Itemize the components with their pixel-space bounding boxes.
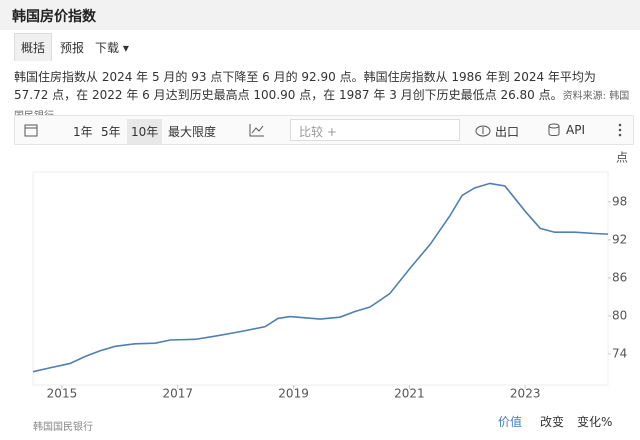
api-icon[interactable] <box>548 123 560 137</box>
y-unit: 点 <box>616 151 628 165</box>
x-tick-label: 2021 <box>394 387 425 401</box>
footer-tab[interactable]: 变化% <box>577 415 613 429</box>
footer-tab[interactable]: 改变 <box>540 415 565 429</box>
tab-label[interactable]: 下载 <box>95 41 120 55</box>
y-tick-label: 92 <box>612 232 627 246</box>
x-tick-label: 2015 <box>47 387 78 401</box>
api-button[interactable]: API <box>566 123 585 137</box>
x-tick-label: 2019 <box>278 387 309 401</box>
y-tick-label: 98 <box>612 194 627 208</box>
export-icon[interactable] <box>475 123 491 137</box>
range-button[interactable]: 10年 <box>127 119 163 144</box>
footer-tab[interactable]: 价值 <box>498 415 523 429</box>
range-button[interactable]: 最大限度 <box>168 125 217 139</box>
y-tick-label: 74 <box>612 346 627 360</box>
x-tick-label: 2017 <box>162 387 193 401</box>
calendar-icon[interactable] <box>24 123 38 137</box>
tab[interactable]: 预报 <box>60 41 85 55</box>
export-button[interactable]: 出口 <box>495 125 520 139</box>
compare-input[interactable]: 比较 + <box>290 119 460 141</box>
footer-source: 韩国国民银行 <box>33 422 93 433</box>
x-tick-label: 2023 <box>510 387 541 401</box>
title-bar <box>0 0 640 30</box>
menu-icon[interactable] <box>617 123 623 137</box>
page-title: 韩国房价指数 <box>12 9 96 25</box>
data-line <box>32 182 609 373</box>
y-tick-label: 86 <box>612 270 627 284</box>
range-button[interactable]: 1年 <box>73 125 93 139</box>
chart-type-icon[interactable] <box>249 123 265 137</box>
toolbar: 1年 5年 10年 最大限度 比较 + 出口 API <box>14 115 634 145</box>
description-text: 韩国住房指数从 2024 年 5 月的 93 点下降至 6 月的 92.90 点… <box>14 70 596 102</box>
chart: 点 74 80 86 92 98 2015 2017 2019 2021 2023 <box>32 151 628 401</box>
tab[interactable]: 下载 ▾ <box>95 41 129 55</box>
plot-frame <box>32 171 609 386</box>
range-button[interactable]: 5年 <box>101 125 121 139</box>
description: 韩国住房指数从 2024 年 5 月的 93 点下降至 6 月的 92.90 点… <box>14 68 634 126</box>
y-tick-label: 80 <box>612 308 627 322</box>
tab[interactable]: 概括 <box>14 33 53 61</box>
